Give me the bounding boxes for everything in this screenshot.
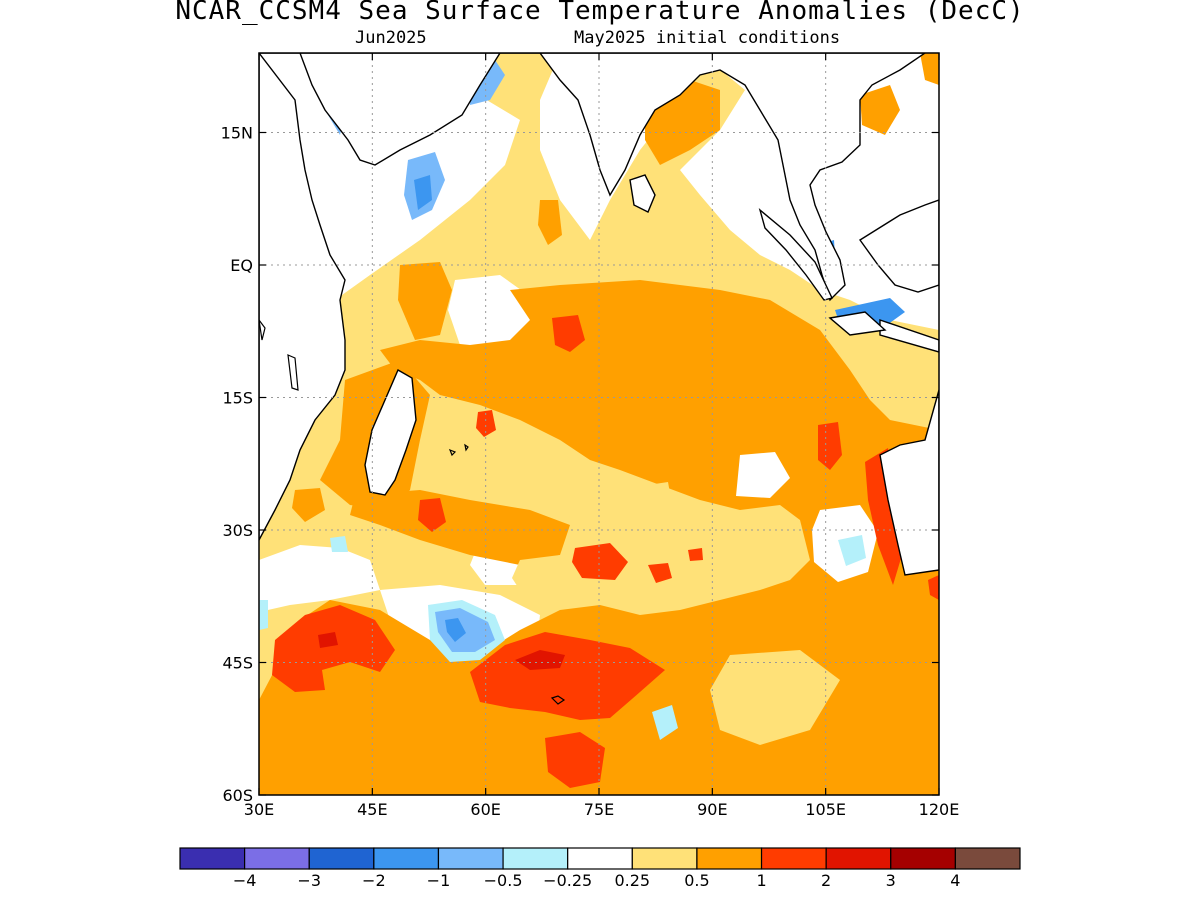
colorbar-label: −1 xyxy=(427,871,451,890)
colorbar-swatch xyxy=(308,847,375,870)
lon-tick-label: 45E xyxy=(357,800,387,819)
colorbar-swatch xyxy=(954,847,1021,870)
lat-tick-label: 60S xyxy=(222,786,253,805)
colorbar-label: −3 xyxy=(297,871,321,890)
land-masses xyxy=(259,53,939,576)
colorbar-swatch xyxy=(825,847,892,870)
colorbar-swatch xyxy=(502,847,569,870)
colorbar-label: −4 xyxy=(233,871,257,890)
mild-warm-patches xyxy=(512,482,840,745)
colorbar-label: 2 xyxy=(821,871,831,890)
small-islands xyxy=(259,319,566,705)
very-strong-warm-cores xyxy=(318,632,565,670)
colorbar-swatch xyxy=(179,847,246,870)
lat-tick-label: 30S xyxy=(222,521,253,540)
colorbar-swatch xyxy=(437,847,504,870)
colorbar-swatch xyxy=(373,847,440,870)
longitude-axis: 30E 45E 60E 75E 90E 105E 120E xyxy=(244,53,960,819)
lon-tick-label: 30E xyxy=(244,800,274,819)
colorbar-swatch xyxy=(567,847,633,870)
colorbar-label: −0.5 xyxy=(484,871,523,890)
lon-tick-label: 75E xyxy=(584,800,614,819)
colorbar-label: 4 xyxy=(950,871,960,890)
lon-tick-label: 60E xyxy=(470,800,500,819)
colorbar-label: −0.25 xyxy=(543,871,592,890)
forecast-month: Jun2025 xyxy=(355,28,427,48)
colorbar-label: 1 xyxy=(756,871,766,890)
colorbar-swatch xyxy=(760,847,827,870)
colorbar-label: 0.25 xyxy=(614,871,650,890)
lat-tick-label: 15S xyxy=(222,389,253,408)
lat-tick-label: EQ xyxy=(230,256,253,275)
colorbar-label: 0.5 xyxy=(684,871,709,890)
latitude-axis: 15N EQ 15S 30S 45S 60S xyxy=(221,124,939,805)
colorbar-label: −2 xyxy=(362,871,386,890)
lat-tick-label: 45S xyxy=(222,654,253,673)
colorbar-swatch xyxy=(696,847,763,870)
map-field xyxy=(259,53,939,795)
colorbar-label: 3 xyxy=(886,871,896,890)
chart-title: NCAR_CCSM4 Sea Surface Temperature Anoma… xyxy=(175,0,1025,26)
colorbar-swatch xyxy=(244,847,310,870)
lon-tick-label: 105E xyxy=(805,800,846,819)
strong-warm-anomaly-regions xyxy=(272,315,939,788)
colorbar-swatch xyxy=(631,847,698,870)
graticule xyxy=(259,53,939,795)
colorbar xyxy=(179,847,1021,870)
lon-tick-label: 90E xyxy=(697,800,727,819)
colorbar-labels: −4 −3 −2 −1 −0.5 −0.25 0.25 0.5 1 2 3 4 xyxy=(233,871,961,890)
initial-conditions-label: May2025 initial conditions xyxy=(574,28,841,48)
lon-tick-label: 120E xyxy=(919,800,960,819)
colorbar-swatch xyxy=(890,847,956,870)
lat-tick-label: 15N xyxy=(221,124,253,143)
